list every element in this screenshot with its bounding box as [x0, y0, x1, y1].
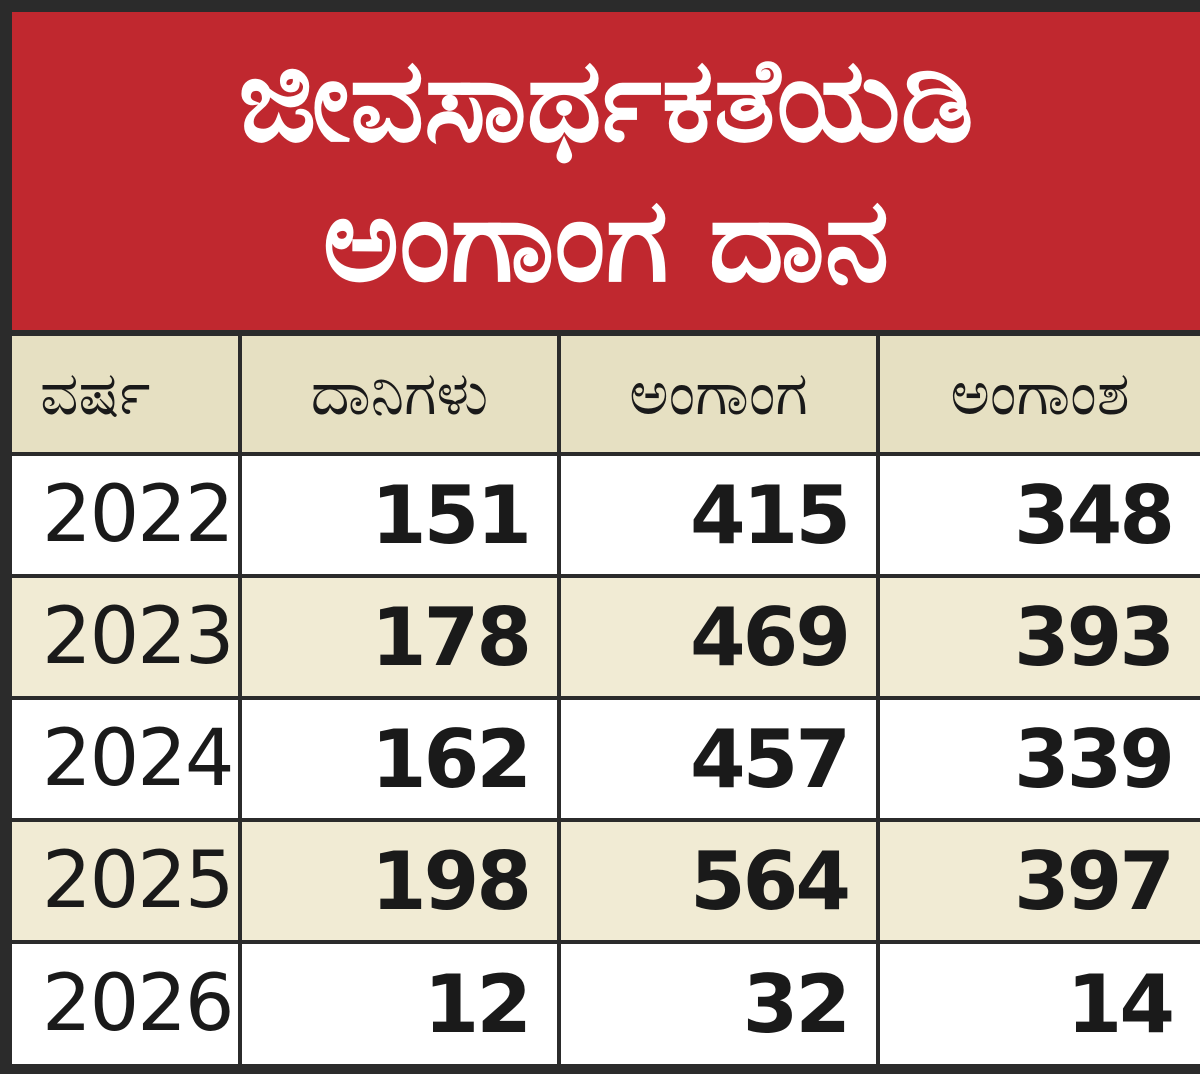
table-cell-donors: 178: [242, 578, 557, 696]
column-header-organs: ಅಂಗಾಂಗ: [561, 336, 876, 452]
column-header-donors: ದಾನಿಗಳು: [242, 336, 557, 452]
title-banner: ಜೀವಸಾರ್ಥಕತೆಯಡಿ ಅಂಗಾಂಗ ದಾನ: [12, 12, 1200, 330]
table-cell-tissues: 348: [880, 456, 1200, 574]
table-cell-donors: 162: [242, 700, 557, 818]
table-cell-year: 2023: [12, 578, 238, 696]
table-cell-organs: 469: [561, 578, 876, 696]
column-header-year: ವರ್ಷ: [12, 336, 238, 452]
table-cell-year: 2025: [12, 822, 238, 940]
table-cell-donors: 198: [242, 822, 557, 940]
title-line-1: ಜೀವಸಾರ್ಥಕತೆಯಡಿ: [238, 33, 974, 168]
table-cell-organs: 415: [561, 456, 876, 574]
table-cell-organs: 32: [561, 944, 876, 1064]
table-cell-donors: 151: [242, 456, 557, 574]
table-cell-donors: 12: [242, 944, 557, 1064]
title-line-2: ಅಂಗಾಂಗ ದಾನ: [322, 173, 890, 308]
data-table: ವರ್ಷ ದಾನಿಗಳು ಅಂಗಾಂಗ ಅಂಗಾಂಶ 2022 151 415 …: [12, 336, 1200, 1074]
table-cell-tissues: 14: [880, 944, 1200, 1064]
table-cell-organs: 457: [561, 700, 876, 818]
table-cell-tissues: 339: [880, 700, 1200, 818]
column-header-tissues: ಅಂಗಾಂಶ: [880, 336, 1200, 452]
table-cell-year: 2022: [12, 456, 238, 574]
table-cell-tissues: 397: [880, 822, 1200, 940]
table-cell-year: 2026: [12, 944, 238, 1064]
table-cell-tissues: 393: [880, 578, 1200, 696]
table-cell-organs: 564: [561, 822, 876, 940]
table-cell-year: 2024: [12, 700, 238, 818]
